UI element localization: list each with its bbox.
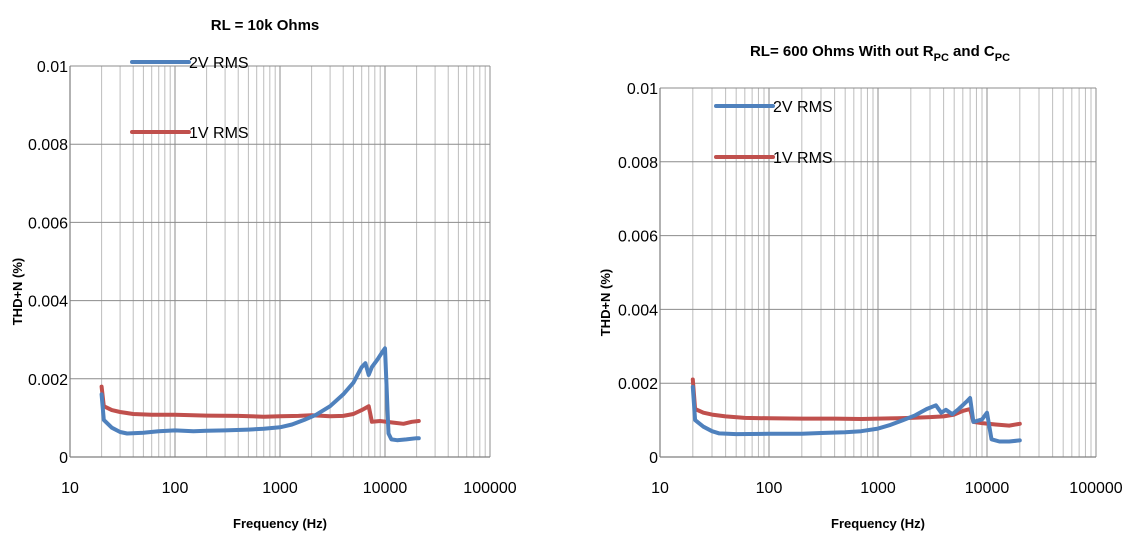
y-tick-label: 0.01	[627, 81, 658, 98]
x-tick-label: 1000	[860, 480, 896, 497]
y-tick-label: 0	[59, 450, 68, 467]
x-tick-label: 10000	[965, 480, 1010, 497]
x-axis-label: Frequency (Hz)	[831, 516, 925, 531]
chart-title-subscript: PC	[934, 52, 949, 64]
x-tick-label: 10000	[363, 480, 408, 497]
chart-1: 0 0.002 0.004 0.006 0.008 0.01 10 100 1000 10000 1…	[10, 17, 517, 531]
grid	[69, 65, 491, 458]
series-line-2v-rms	[690, 384, 1022, 444]
grid	[659, 87, 1097, 458]
y-tick-label: 0.004	[28, 294, 68, 311]
chart-title: RL= 600 Ohms With out RPC and CPC	[750, 43, 1010, 64]
legend: 2V RMS 1V RMS	[130, 55, 249, 142]
legend-label: 2V RMS	[773, 99, 833, 116]
chart-2: 0 0.002 0.004 0.006 0.008 0.01 10 100 1000 10000 1…	[598, 43, 1123, 531]
y-tick-label: 0.006	[28, 215, 68, 232]
x-tick-label: 10	[651, 480, 669, 497]
series-line-2v-rms	[99, 346, 421, 443]
x-tick-label: 100000	[1069, 480, 1122, 497]
chart-title-part: and C	[949, 43, 995, 60]
legend-label: 1V RMS	[189, 125, 249, 142]
chart-title-subscript: PC	[995, 52, 1010, 64]
x-tick-label: 1000	[262, 480, 298, 497]
x-tick-label: 100	[162, 480, 189, 497]
legend-label: 2V RMS	[189, 55, 249, 72]
y-tick-label: 0.002	[28, 372, 68, 389]
legend-label: 1V RMS	[773, 150, 833, 167]
chart-title-part: RL= 600 Ohms With out R	[750, 43, 934, 60]
chart-title: RL = 10k Ohms	[211, 17, 320, 34]
y-tick-label: 0.008	[618, 155, 658, 172]
y-tick-label: 0.01	[37, 59, 68, 76]
y-tick-label: 0.006	[618, 229, 658, 246]
x-tick-label: 10	[61, 480, 79, 497]
y-axis-label: THD+N (%)	[598, 269, 613, 337]
series-line-1v-rms	[99, 384, 421, 426]
y-axis-label: THD+N (%)	[10, 258, 25, 326]
y-tick-label: 0.002	[618, 376, 658, 393]
legend: 2V RMS 1V RMS	[714, 99, 833, 167]
y-tick-label: 0	[649, 450, 658, 467]
y-tick-label: 0.004	[618, 302, 658, 319]
x-tick-label: 100000	[463, 480, 516, 497]
x-axis-label: Frequency (Hz)	[233, 516, 327, 531]
x-tick-label: 100	[756, 480, 783, 497]
y-tick-label: 0.008	[28, 137, 68, 154]
